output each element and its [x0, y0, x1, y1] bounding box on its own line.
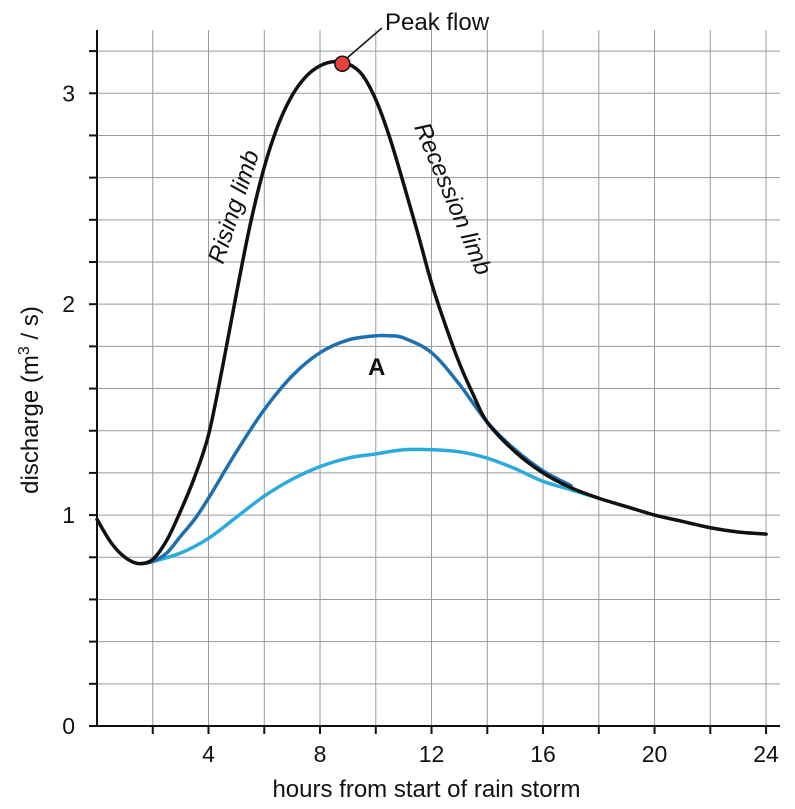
storm-hydrograph-line — [95, 59, 768, 566]
axes — [96, 30, 780, 727]
y-tick-label: 1 — [62, 502, 75, 528]
y-axis-label-prefix: discharge (m — [17, 355, 44, 494]
x-tick-label: 16 — [530, 741, 556, 767]
y-axis-label-suffix: / s) — [17, 306, 44, 346]
peak-flow-label: Peak flow — [385, 9, 490, 36]
y-tick-label: 2 — [62, 291, 75, 317]
x-tick-label: 20 — [642, 741, 668, 767]
peak-flow-point — [334, 55, 351, 72]
x-tick-label: 8 — [314, 741, 327, 767]
peak-flow-leader-line — [346, 27, 383, 59]
y-tick-label: 0 — [62, 713, 75, 739]
hydrograph-a-label: A — [368, 354, 385, 381]
recession-limb-label: Recession limb — [408, 119, 496, 279]
low-flow-hydrograph-line — [139, 447, 601, 566]
y-axis-label: discharge (m3 / s) — [16, 306, 44, 494]
x-tick-label: 12 — [419, 741, 445, 767]
x-tick-label: 4 — [202, 741, 215, 767]
y-tick-label: 3 — [62, 80, 75, 106]
x-tick-label: 24 — [753, 741, 779, 767]
grid-lines — [97, 30, 780, 726]
y-axis-label-superscript: 3 — [16, 346, 33, 355]
x-axis-label: hours from start of rain storm — [272, 776, 580, 803]
tick-marks — [89, 50, 768, 734]
annotations: Peak flow Rising limb Recession limb A — [203, 9, 497, 381]
series-lines — [95, 59, 768, 566]
